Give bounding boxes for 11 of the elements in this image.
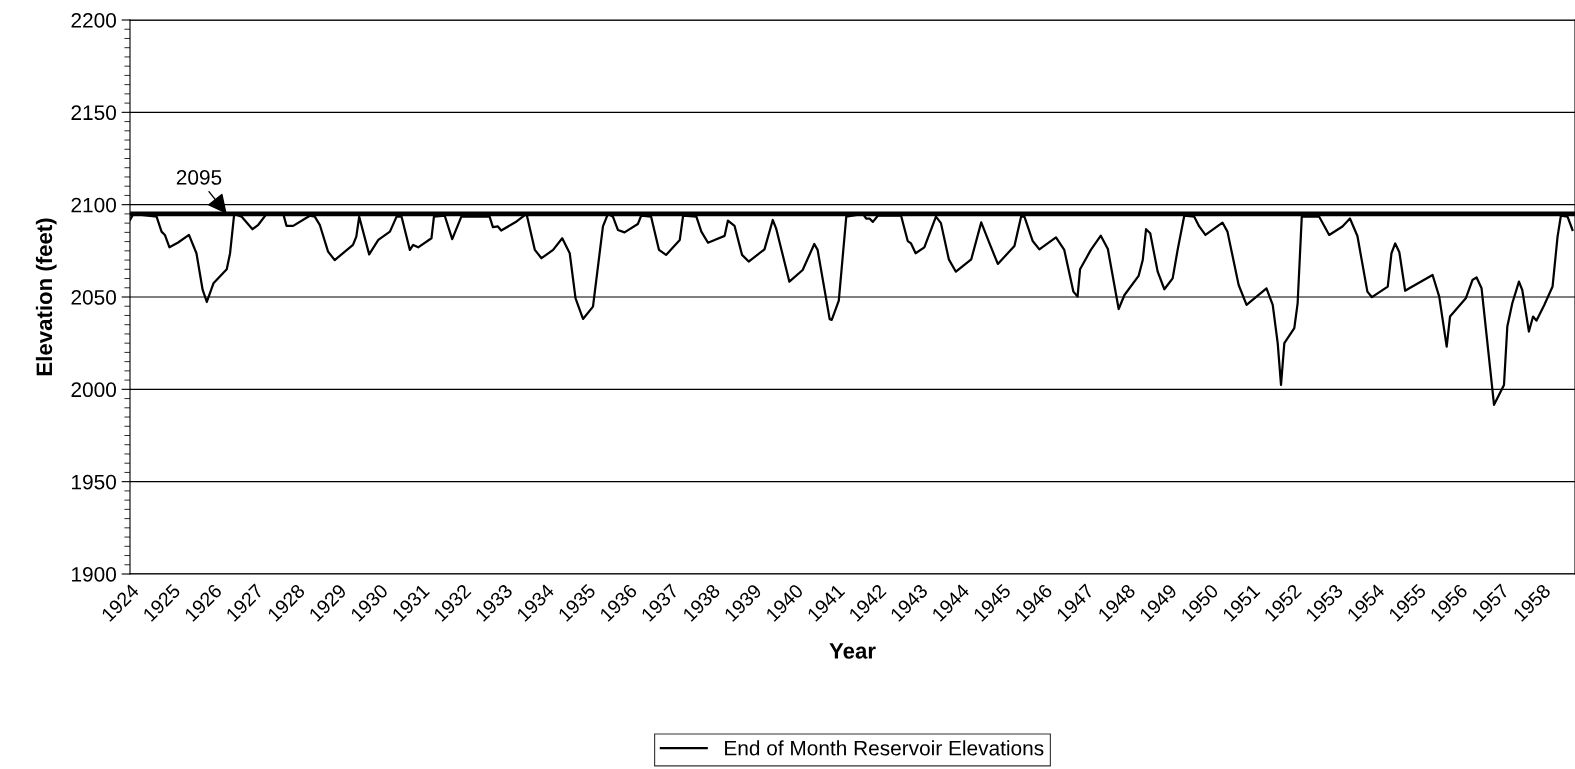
y-tick-label: 2000 [71, 382, 116, 398]
x-axis-title: Year [829, 643, 876, 659]
y-tick-label: 2050 [71, 290, 116, 305]
annotation: 2095 [176, 170, 222, 185]
y-axis-title: Elevation (feet) [35, 218, 57, 376]
y-tick-label: 2100 [71, 197, 116, 213]
y-tick-label: 2150 [71, 105, 116, 121]
y-tick-label: 1950 [72, 474, 116, 490]
y-tick-label: 2200 [71, 13, 116, 28]
y-tick-label: 1900 [72, 567, 116, 582]
legend-label: End of Month Reservoir Elevations [725, 740, 1044, 756]
